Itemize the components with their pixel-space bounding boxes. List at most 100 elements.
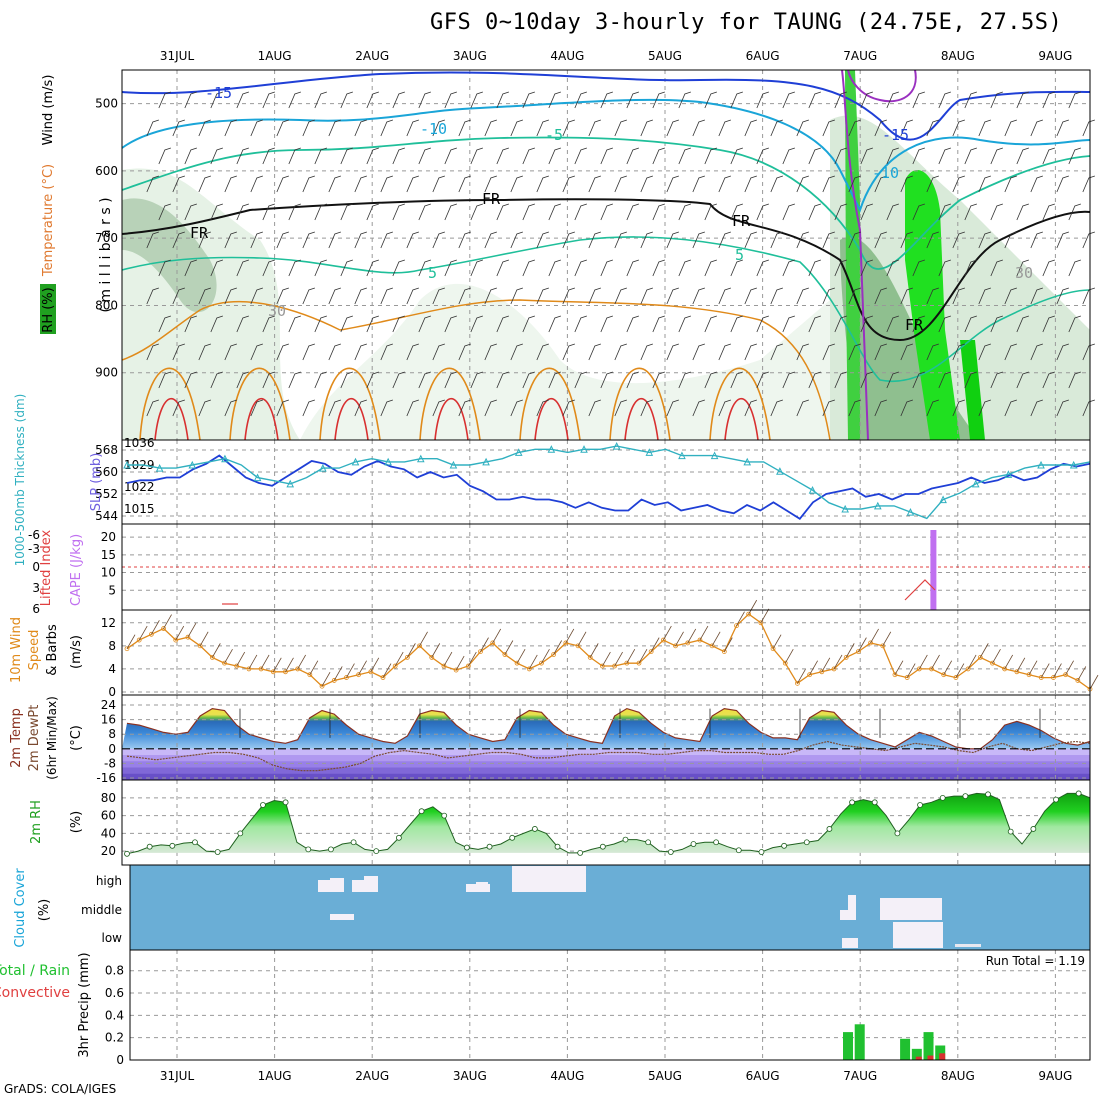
wind-speed-marker (270, 669, 276, 675)
wind-barb (288, 259, 301, 277)
wind-barb (536, 175, 549, 193)
wind-barb (886, 371, 899, 389)
contour-label: FR (190, 224, 209, 242)
wind-barb (309, 660, 319, 675)
wind-barb (808, 371, 821, 389)
wind-barb (198, 119, 211, 137)
wind-speed-marker (148, 631, 154, 637)
wind-barb (886, 203, 899, 221)
temp-contour-15 (139, 367, 201, 441)
wind-barb (718, 287, 731, 305)
rh-marker (214, 849, 221, 855)
pressure-tick: 500 (95, 97, 118, 111)
wind-barb (138, 625, 148, 641)
wind-barb (1042, 259, 1055, 277)
wind-barb (522, 91, 535, 109)
wind-barb (770, 119, 783, 137)
cloud-axis-label-2: (%) (37, 899, 52, 922)
wind-barb (158, 203, 171, 221)
slp-marker (1069, 460, 1078, 469)
wind-speed-marker (782, 660, 788, 666)
wind-barb (288, 203, 301, 221)
wind-barb (770, 399, 783, 417)
wind-barb (666, 231, 679, 249)
wind-barb (1042, 371, 1055, 389)
wind-barb (328, 343, 341, 361)
wind-barb (1030, 287, 1043, 305)
wind-barb (314, 91, 327, 109)
wind-speed-marker (673, 643, 678, 649)
wind-barb (678, 91, 691, 109)
wind-barb (504, 640, 514, 655)
wind-barb (744, 343, 757, 361)
wind-speed-marker (246, 666, 252, 672)
temp-area (122, 708, 1090, 749)
wind-barb (614, 231, 627, 249)
wind-barb (224, 231, 237, 249)
wind-barb (522, 259, 535, 277)
contour-label: FR (905, 316, 924, 334)
wind-barb (952, 343, 965, 361)
wind-speed-marker (929, 666, 934, 672)
credit-label: GrADS: COLA/IGES (4, 1082, 117, 1096)
wind-barb (808, 147, 821, 165)
rh-marker (849, 799, 855, 806)
wind-barb (470, 259, 483, 277)
wind-barb (614, 651, 623, 667)
cloud-block (848, 895, 856, 920)
wind-barb (730, 147, 743, 165)
wind-barb (328, 231, 341, 249)
wind-barb (678, 147, 691, 165)
wind-speed-marker (953, 675, 959, 680)
wind-barb (484, 119, 497, 137)
wind-barb (443, 651, 453, 667)
wind-speed-marker (258, 666, 264, 672)
temp-contour--15 (121, 71, 1091, 141)
wind-barb (860, 147, 873, 165)
date-label-bottom: 4AUG (550, 1069, 584, 1083)
precip-total-bar (843, 1032, 853, 1060)
wind-barb (990, 147, 1003, 165)
wind-barb (548, 371, 561, 389)
wind-barb (678, 371, 691, 389)
date-label-bottom: 3AUG (453, 1069, 487, 1083)
wind-barb (340, 147, 353, 165)
wind-barb (522, 147, 535, 165)
wind-speed-marker (502, 652, 508, 657)
wind-barb (1082, 119, 1095, 137)
wind-barb (276, 399, 289, 417)
wind-barb (782, 147, 795, 165)
wind-barb (770, 343, 783, 361)
wind-barb (432, 343, 445, 361)
wind-barb (730, 91, 743, 109)
date-label-top: 5AUG (648, 49, 682, 63)
wind-barb (340, 371, 353, 389)
wind-barb (848, 287, 861, 305)
cloud-tick: middle (81, 903, 122, 917)
wind-barb (346, 663, 355, 678)
rh-marker (1007, 828, 1014, 835)
contour-label: FR (482, 190, 501, 208)
wind-barb (224, 175, 237, 193)
wind-speed-marker (855, 649, 861, 655)
wind-barb (1004, 654, 1014, 670)
rh-marker (599, 843, 606, 850)
wind-barb (808, 315, 821, 333)
wind-speed-marker (161, 626, 166, 631)
precip-total-bar (935, 1045, 946, 1060)
wind-barb (354, 119, 367, 137)
slp-marker (645, 448, 654, 456)
rh-marker (350, 839, 357, 846)
wind-speed-marker (478, 649, 483, 655)
wind-barb (912, 147, 925, 165)
rh-tick: 40 (101, 826, 116, 840)
rh-marker (237, 830, 244, 837)
slp-tick: 1022 (124, 480, 155, 494)
wind-barb (1016, 259, 1029, 277)
wind-barb (1068, 259, 1081, 277)
wind-barb (418, 371, 431, 389)
precip-axis-label: 3hr Precip (mm) (77, 952, 92, 1057)
wind-speed-marker (990, 660, 995, 666)
wind-barb (834, 259, 847, 277)
li-axis-label: Lifted Index (39, 529, 54, 606)
